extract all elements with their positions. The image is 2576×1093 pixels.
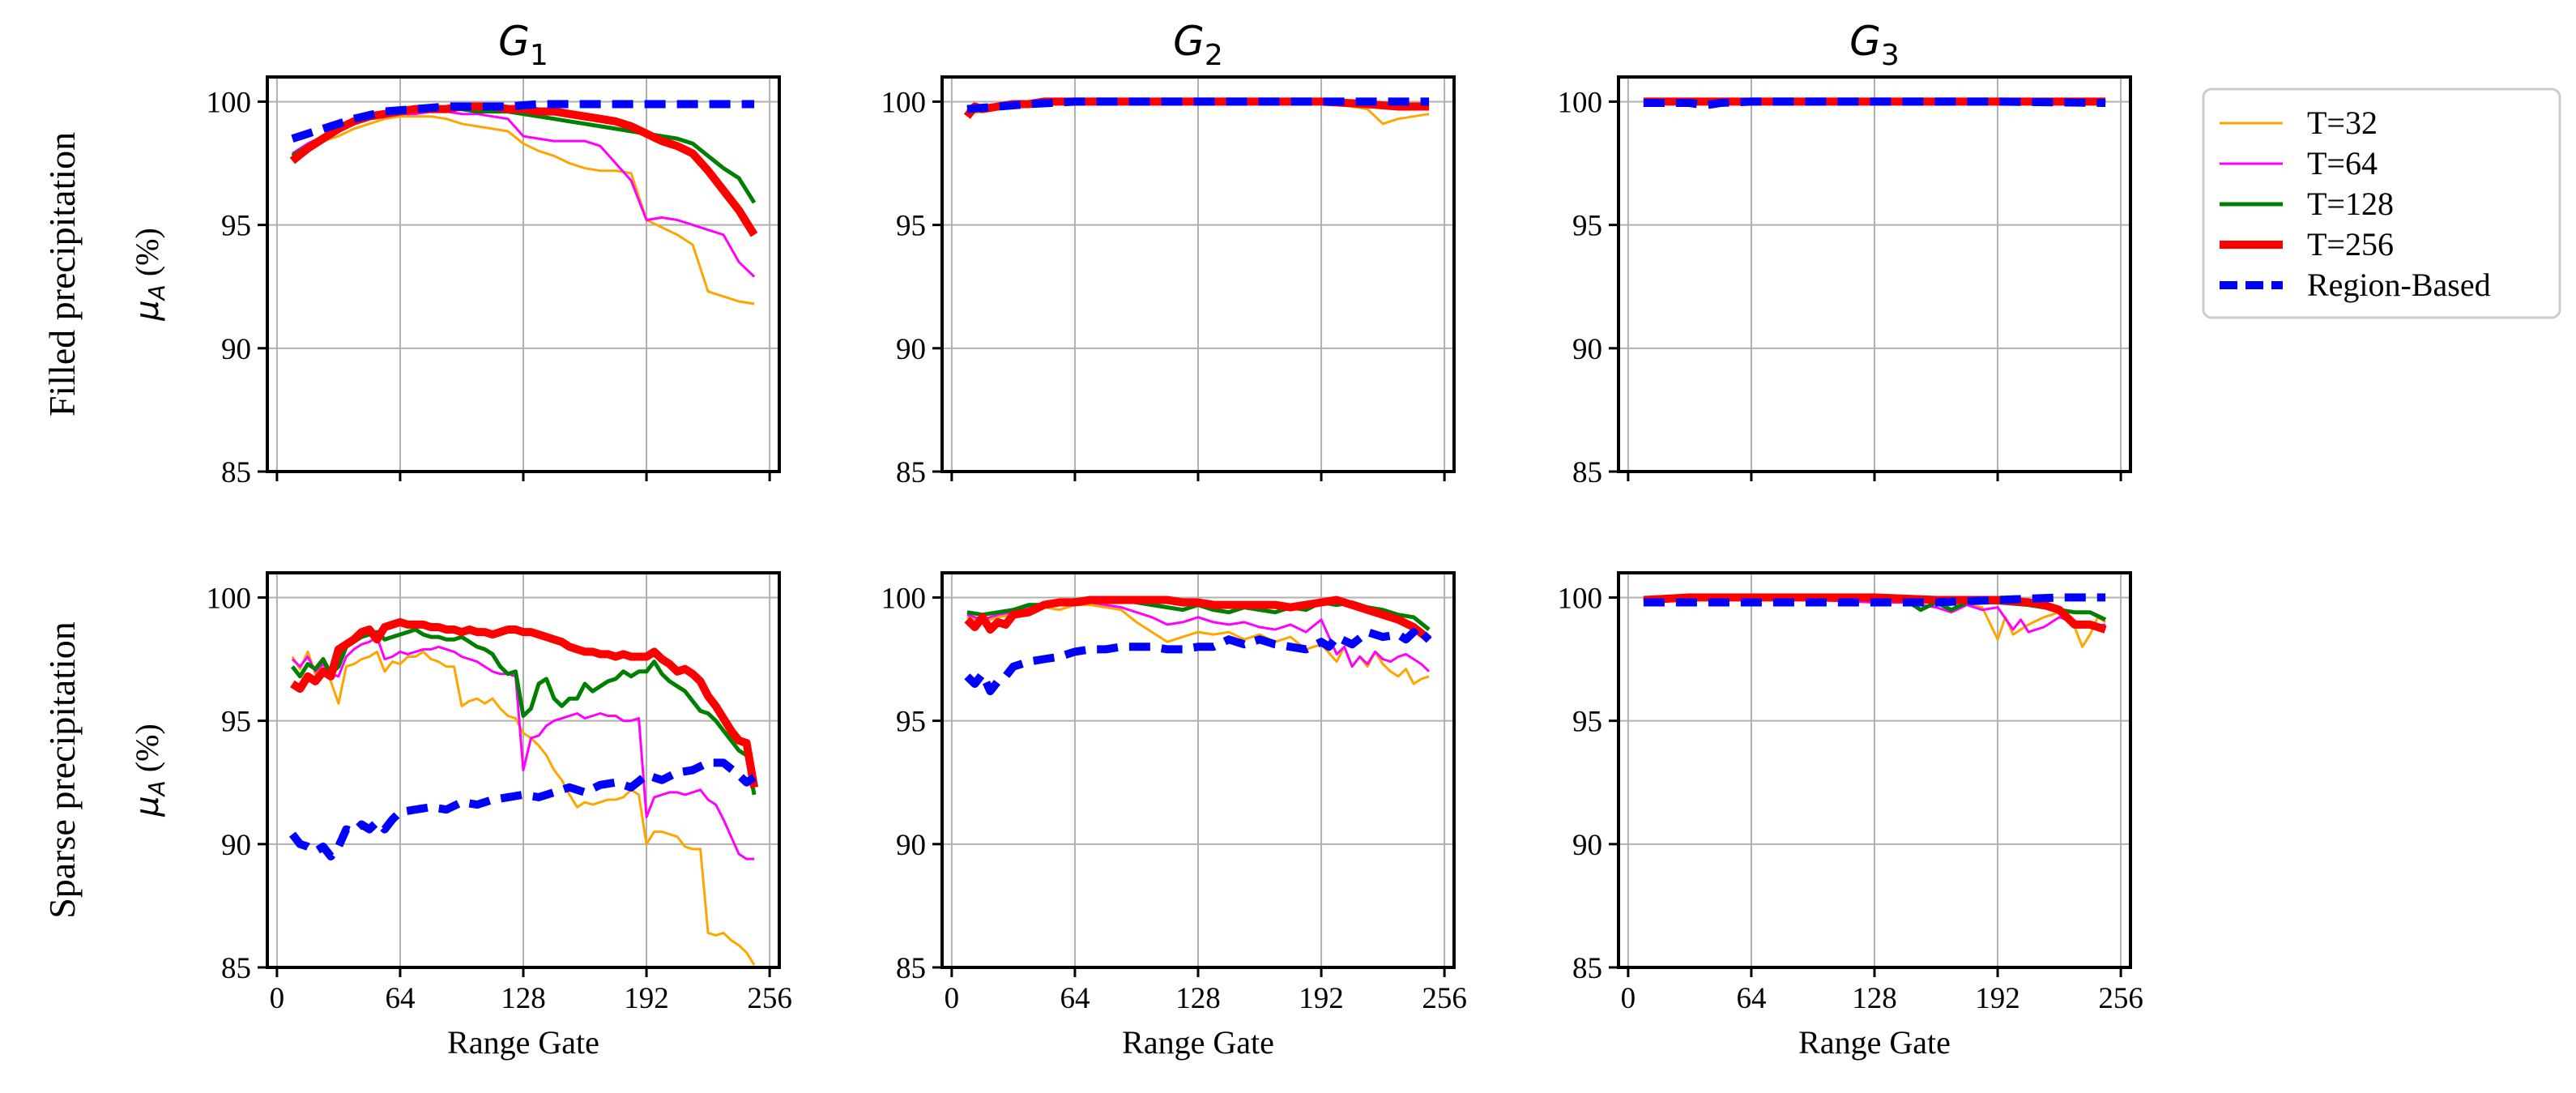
series-line-region-based (1643, 593, 2106, 607)
column-title-main: G (1173, 18, 1205, 65)
series-line-region-based (288, 758, 757, 860)
row-label: Sparse precipitation (41, 621, 83, 919)
x-tick-label: 64 (1060, 982, 1090, 1015)
y-tick-label: 85 (1572, 952, 1602, 985)
y-tick-label: 100 (881, 86, 927, 119)
series-line-region-based (966, 97, 1430, 113)
series-line-t-256 (964, 596, 1432, 643)
y-tick-label: 100 (207, 86, 252, 119)
y-axis-label-unit: (%) (129, 228, 165, 284)
y-tick-label: 85 (896, 952, 926, 985)
series-line-region-based (291, 100, 755, 143)
x-tick-label: 256 (747, 982, 792, 1015)
y-tick-label: 90 (896, 333, 926, 366)
series-line-t-32 (966, 604, 1430, 685)
x-tick-label: 64 (1736, 982, 1766, 1015)
series-group (964, 596, 1432, 696)
y-axis-label: μA (%) (129, 228, 170, 322)
series-group (288, 617, 759, 966)
y-axis-label-subscript: A (143, 780, 170, 797)
panel: 85 90 95 100 (207, 75, 781, 489)
series-line-t-32 (292, 115, 755, 305)
series-group (1643, 593, 2107, 648)
column-title-main: G (498, 18, 530, 65)
y-axis-label-symbol: μ (129, 796, 166, 817)
column-title: G1 (498, 18, 548, 72)
y-tick-label: 95 (896, 706, 926, 739)
panel: 0 64 128 192 256 85 90 95 100 Range Gate (207, 571, 792, 1061)
series-line-t-32 (291, 650, 756, 966)
y-tick-label: 100 (881, 582, 927, 615)
y-tick-label: 100 (207, 582, 252, 615)
y-tick-label: 95 (1572, 706, 1602, 739)
x-tick-label: 0 (945, 982, 960, 1015)
y-tick-label: 85 (221, 952, 251, 985)
x-tick-label: 256 (1422, 982, 1467, 1015)
legend-label: Region-Based (2307, 267, 2491, 303)
y-tick-label: 90 (1572, 333, 1602, 366)
y-axis-label-subscript: A (143, 284, 170, 301)
x-tick-label: 128 (501, 982, 546, 1015)
x-tick-label: 192 (1299, 982, 1344, 1015)
x-axis-label: Range Gate (447, 1024, 599, 1061)
y-tick-label: 95 (896, 210, 926, 243)
x-tick-label: 128 (1852, 982, 1897, 1015)
column-title-subscript: 2 (1205, 39, 1223, 72)
series-line-t-256 (290, 617, 759, 788)
y-tick-label: 90 (221, 829, 251, 862)
y-axis-label-unit: (%) (129, 724, 165, 780)
y-axis-label-symbol: μ (129, 300, 166, 321)
x-axis-label: Range Gate (1798, 1024, 1951, 1061)
x-tick-label: 192 (1975, 982, 2020, 1015)
y-tick-label: 90 (896, 829, 926, 862)
x-tick-label: 0 (1621, 982, 1636, 1015)
legend: T=32 T=64 T=128 T=256 Region-Based (2202, 88, 2561, 319)
panel: 0 64 128 192 256 85 90 95 100 Range Gate (1558, 571, 2143, 1061)
column-title: G2 (1173, 18, 1223, 72)
panel: 85 90 95 100 (881, 75, 1456, 489)
y-tick-label: 90 (1572, 829, 1602, 862)
y-tick-label: 95 (1572, 210, 1602, 243)
x-tick-label: 64 (385, 982, 415, 1015)
series-line-t-64 (291, 635, 755, 860)
legend-label: T=256 (2307, 226, 2394, 263)
series-line-t-256 (1643, 593, 2107, 634)
x-tick-label: 256 (2098, 982, 2143, 1015)
legend-label: T=64 (2307, 145, 2378, 181)
column-title-subscript: 3 (1881, 39, 1900, 72)
column-title: G3 (1849, 18, 1900, 72)
y-axis-label: μA (%) (129, 724, 170, 818)
y-tick-label: 85 (1572, 456, 1602, 489)
y-tick-label: 95 (221, 210, 251, 243)
column-title-subscript: 1 (530, 39, 548, 72)
y-tick-label: 90 (221, 333, 251, 366)
x-axis-label: Range Gate (1122, 1024, 1274, 1061)
y-tick-label: 95 (221, 706, 251, 739)
panel: 85 90 95 100 (1558, 75, 2132, 489)
x-tick-label: 0 (270, 982, 285, 1015)
y-tick-label: 100 (1558, 86, 1603, 119)
series-group (963, 97, 1430, 126)
panel: 0 64 128 192 256 85 90 95 100 Range Gate (881, 571, 1467, 1061)
column-title-main: G (1849, 18, 1881, 65)
y-tick-label: 85 (896, 456, 926, 489)
series-line-region-based (964, 628, 1432, 696)
y-tick-label: 85 (221, 456, 251, 489)
series-group (289, 100, 758, 305)
x-tick-label: 192 (624, 982, 669, 1015)
row-label: Filled precipitation (41, 132, 83, 416)
legend-box (2202, 88, 2561, 319)
series-group (1643, 97, 2106, 109)
series-line-region-based (1643, 97, 2106, 109)
legend-label: T=128 (2307, 186, 2394, 222)
x-tick-label: 128 (1175, 982, 1221, 1015)
y-tick-label: 100 (1558, 582, 1603, 615)
legend-label: T=32 (2307, 105, 2378, 141)
